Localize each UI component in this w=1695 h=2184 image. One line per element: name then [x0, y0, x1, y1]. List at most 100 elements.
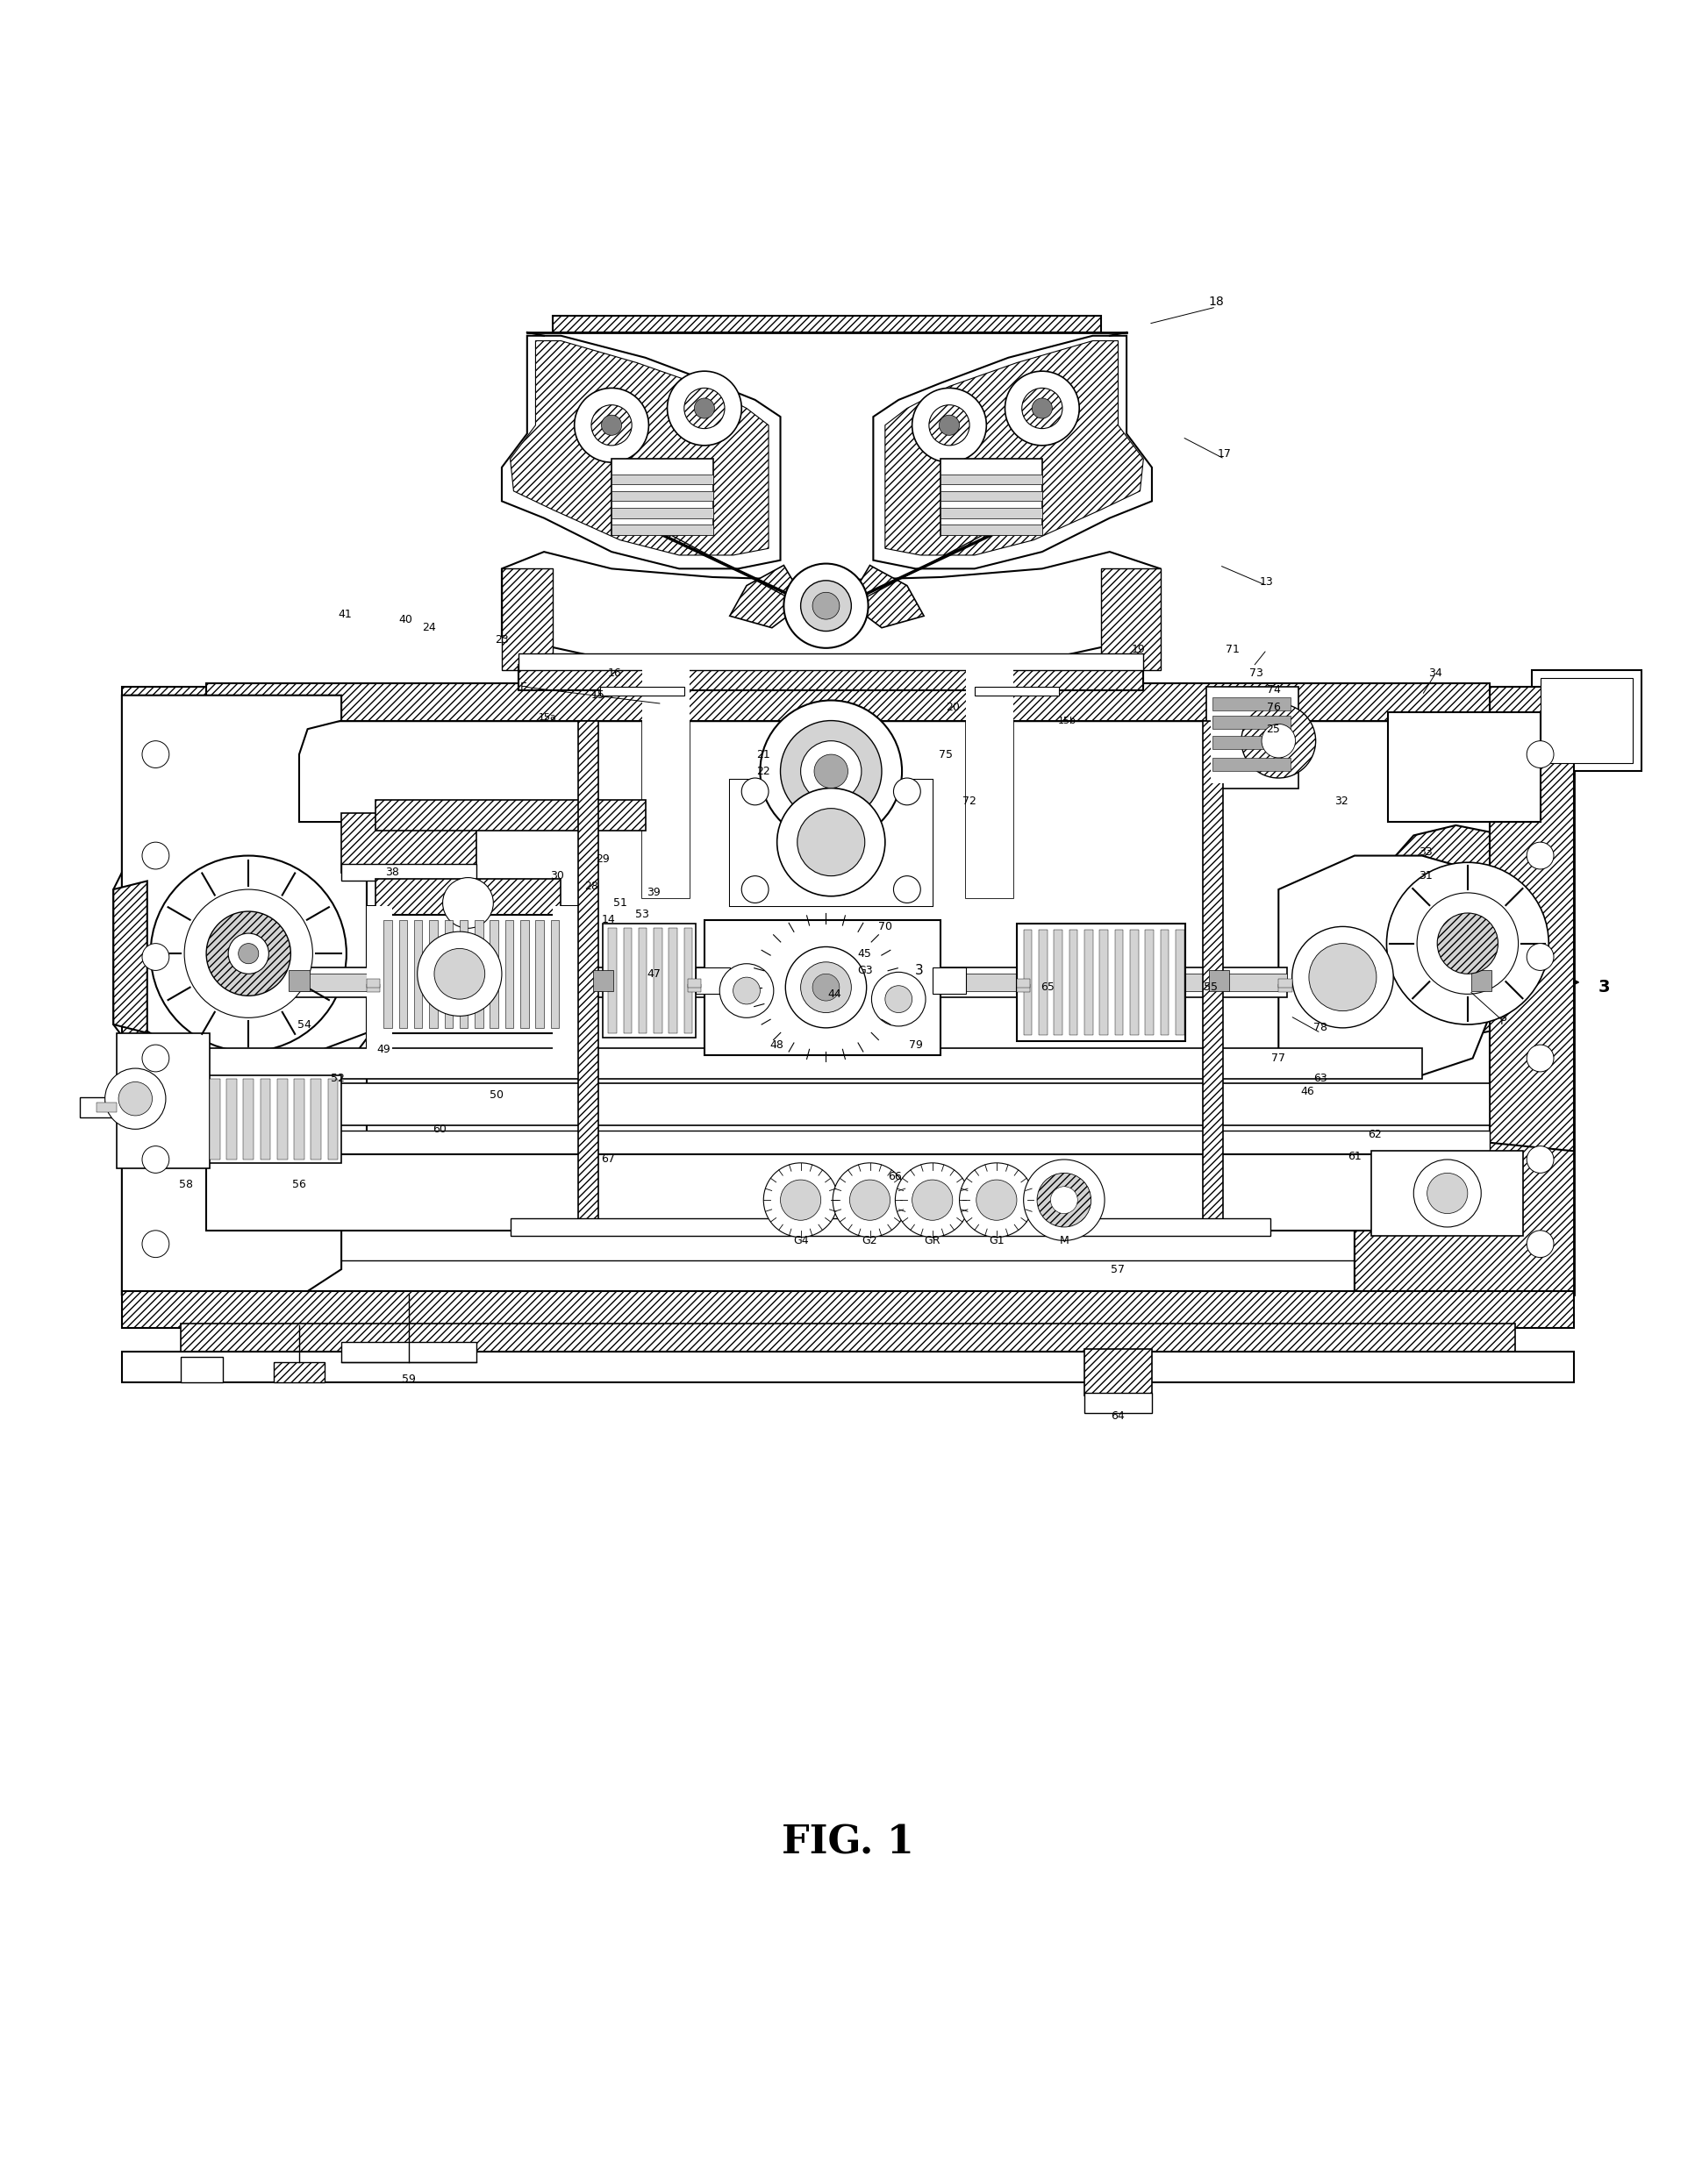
Polygon shape	[1397, 721, 1531, 812]
Bar	[429, 919, 437, 1029]
Bar	[932, 968, 966, 994]
Bar	[181, 1356, 224, 1382]
Text: 54: 54	[297, 1018, 310, 1031]
Polygon shape	[122, 686, 207, 1295]
Bar	[1083, 930, 1092, 1035]
Polygon shape	[873, 336, 1151, 568]
Text: 66: 66	[888, 1171, 902, 1182]
Bar	[398, 919, 407, 1029]
Bar	[207, 1075, 341, 1162]
Bar	[383, 919, 392, 1029]
Text: 79: 79	[909, 1040, 922, 1051]
Bar	[207, 1155, 1488, 1230]
Bar	[505, 919, 514, 1029]
Circle shape	[1526, 1044, 1553, 1072]
Circle shape	[683, 389, 724, 428]
Text: 46: 46	[1300, 1085, 1314, 1099]
Circle shape	[1005, 371, 1078, 446]
Bar	[612, 474, 712, 485]
Text: 41: 41	[337, 609, 351, 620]
Bar	[603, 924, 695, 1037]
Circle shape	[1024, 1160, 1103, 1241]
Bar	[97, 1103, 117, 1112]
Bar	[1159, 930, 1168, 1035]
Circle shape	[1261, 723, 1295, 758]
Circle shape	[939, 415, 959, 435]
Polygon shape	[1488, 686, 1573, 1295]
Text: 44: 44	[827, 989, 841, 1000]
Bar	[1017, 978, 1031, 987]
Bar	[181, 1324, 1514, 1354]
Bar	[686, 978, 700, 987]
Bar	[164, 721, 1531, 1260]
Text: 64: 64	[1110, 1411, 1124, 1422]
Text: 71: 71	[1225, 644, 1239, 655]
Circle shape	[142, 843, 170, 869]
Circle shape	[185, 889, 312, 1018]
Circle shape	[893, 778, 920, 806]
Polygon shape	[553, 314, 1100, 332]
Circle shape	[803, 963, 858, 1018]
Text: 18: 18	[1207, 295, 1224, 308]
Bar	[414, 919, 422, 1029]
Circle shape	[783, 563, 868, 649]
Bar	[1212, 736, 1290, 749]
Bar	[1175, 930, 1183, 1035]
Bar	[668, 928, 676, 1033]
Bar	[1202, 721, 1222, 1227]
Text: 47: 47	[646, 968, 661, 981]
Text: 22: 22	[756, 767, 770, 778]
Circle shape	[814, 753, 848, 788]
Bar	[536, 919, 544, 1029]
Text: G1: G1	[988, 1234, 1003, 1247]
Polygon shape	[553, 906, 578, 1051]
Bar	[612, 524, 712, 535]
Polygon shape	[1354, 1142, 1573, 1295]
Bar	[207, 974, 1287, 992]
Bar	[1278, 978, 1292, 987]
Polygon shape	[1100, 568, 1159, 670]
Text: 70: 70	[878, 922, 892, 933]
Bar	[1278, 985, 1292, 992]
Text: 39: 39	[646, 887, 661, 898]
Circle shape	[912, 389, 986, 463]
Bar	[288, 970, 308, 992]
Circle shape	[1436, 913, 1497, 974]
Circle shape	[885, 985, 912, 1013]
Bar	[1371, 1151, 1522, 1236]
Circle shape	[239, 943, 259, 963]
Circle shape	[812, 974, 839, 1000]
Text: 34: 34	[1427, 668, 1442, 679]
Bar	[122, 686, 1573, 1295]
Bar	[686, 985, 700, 992]
Bar	[653, 928, 661, 1033]
Circle shape	[893, 876, 920, 902]
Bar	[1531, 670, 1641, 771]
Circle shape	[1292, 926, 1393, 1029]
Text: 67: 67	[602, 1153, 615, 1166]
Text: M: M	[1059, 1234, 1068, 1247]
Circle shape	[976, 1179, 1017, 1221]
Bar	[683, 928, 692, 1033]
Bar	[117, 1033, 210, 1168]
Circle shape	[719, 963, 773, 1018]
Bar	[639, 928, 647, 1033]
Bar	[1083, 1393, 1151, 1413]
Text: 63: 63	[1314, 1072, 1327, 1083]
Text: 21: 21	[756, 749, 770, 760]
Bar	[475, 919, 483, 1029]
Text: 32: 32	[1334, 795, 1348, 808]
Bar	[624, 928, 632, 1033]
Bar	[1017, 985, 1031, 992]
Text: P: P	[1498, 1016, 1505, 1026]
Bar	[519, 664, 1142, 690]
Bar	[1017, 924, 1185, 1042]
Bar	[375, 799, 646, 830]
Bar	[519, 653, 1142, 670]
Bar	[459, 919, 468, 1029]
Bar	[941, 491, 1042, 500]
Circle shape	[959, 1162, 1034, 1236]
Text: FIG. 1: FIG. 1	[781, 1824, 914, 1863]
Polygon shape	[966, 666, 1014, 898]
Bar	[131, 1051, 207, 1151]
